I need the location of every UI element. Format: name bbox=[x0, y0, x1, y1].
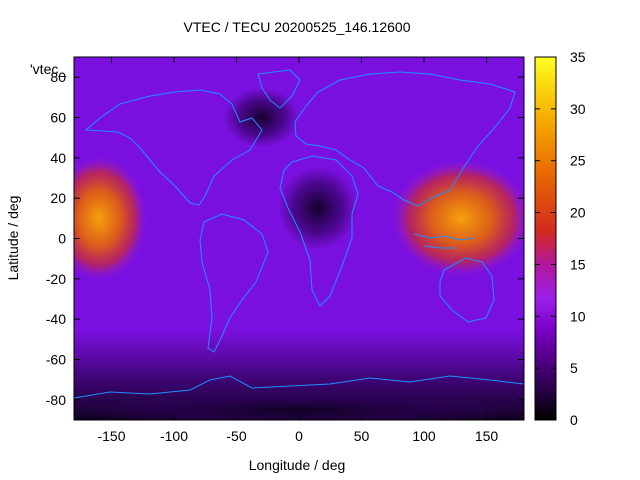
heatmap-low-region bbox=[223, 87, 300, 148]
y-tick-label: 20 bbox=[50, 190, 66, 206]
y-axis: -80 -60 -40 -20 0 20 40 60 80 bbox=[46, 69, 524, 408]
y-tick-label: 80 bbox=[50, 69, 66, 85]
y-tick-label: -40 bbox=[46, 311, 66, 327]
x-tick-label: 50 bbox=[354, 428, 370, 444]
colorbar-tick-label: 10 bbox=[570, 308, 586, 324]
vtec-heatmap bbox=[74, 57, 524, 420]
heatmap-low-region bbox=[79, 391, 519, 420]
colorbar-tick-label: 30 bbox=[570, 101, 586, 117]
y-tick-label: -60 bbox=[46, 352, 66, 368]
coastline-north-america bbox=[84, 89, 263, 206]
colorbar-tick-label: 20 bbox=[570, 205, 586, 221]
colorbar-tick-label: 15 bbox=[570, 256, 586, 272]
coastline-south-america bbox=[199, 213, 269, 353]
series-key-label: 'vtec_ bbox=[30, 61, 66, 77]
coastline-africa bbox=[279, 155, 359, 307]
y-tick-label: 0 bbox=[58, 231, 66, 247]
coastline-antarctica bbox=[74, 375, 524, 399]
x-tick-label: -100 bbox=[160, 428, 188, 444]
heatmap-low-region bbox=[277, 166, 358, 251]
coastline-australia bbox=[439, 257, 495, 323]
y-tick-label: -20 bbox=[46, 271, 66, 287]
x-tick-label: -150 bbox=[97, 428, 125, 444]
colorbar bbox=[534, 56, 557, 421]
y-tick-label: -80 bbox=[46, 392, 66, 408]
colorbar-tick-label: 5 bbox=[570, 360, 578, 376]
colorbar-tick-label: 35 bbox=[570, 49, 586, 65]
x-tick-label: 0 bbox=[295, 428, 303, 444]
y-tick-label: 40 bbox=[50, 150, 66, 166]
coastline-greenland bbox=[257, 69, 301, 109]
colorbar-ticks: 0 5 10 15 20 25 30 35 bbox=[535, 49, 586, 428]
x-tick-label: 100 bbox=[412, 428, 436, 444]
colorbar-tick-label: 0 bbox=[570, 412, 578, 428]
x-axis: -150 -100 -50 0 50 100 150 bbox=[97, 57, 498, 444]
colorbar-tick-label: 25 bbox=[570, 153, 586, 169]
x-tick-label: -50 bbox=[226, 428, 246, 444]
chart-title: VTEC / TECU 20200525_146.12600 bbox=[183, 19, 410, 35]
coastline-indonesia bbox=[413, 233, 475, 249]
y-tick-label: 60 bbox=[50, 110, 66, 126]
x-tick-label: 150 bbox=[475, 428, 499, 444]
heatmap-high-region bbox=[74, 156, 147, 281]
y-axis-label: Latitude / deg bbox=[5, 196, 21, 281]
coastline-eurasia bbox=[294, 71, 516, 207]
coastlines bbox=[74, 69, 524, 399]
heatmap-high-region bbox=[391, 160, 524, 277]
x-axis-label: Longitude / deg bbox=[249, 457, 346, 473]
